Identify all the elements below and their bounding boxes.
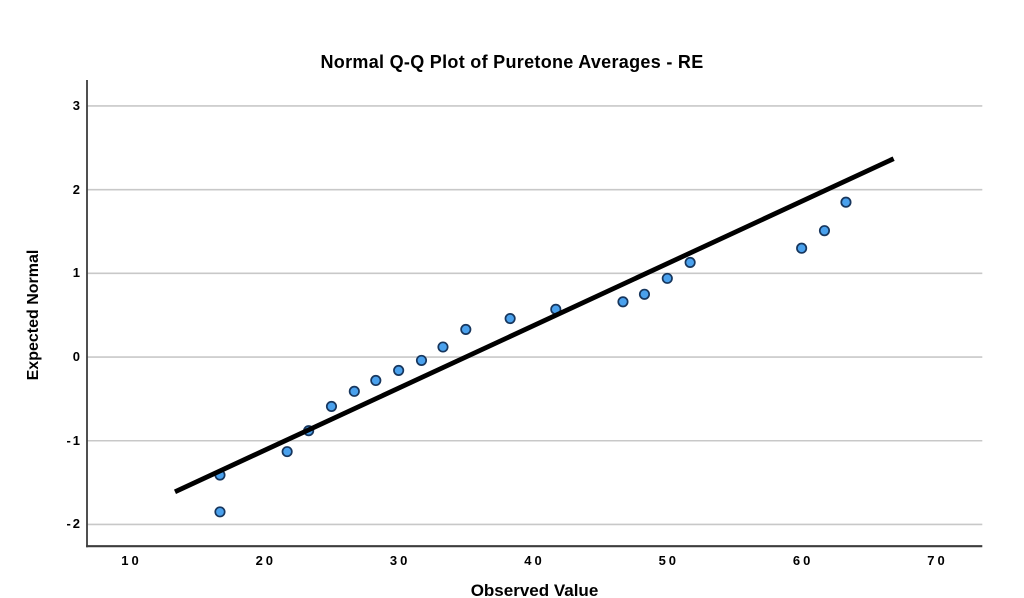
qq-point-7 (370, 374, 382, 387)
qq-point-6 (348, 385, 360, 397)
qq-point-15 (638, 288, 651, 300)
y-tick-label-1: 1 (72, 265, 82, 281)
x-tick-label-40: 40 (524, 553, 545, 568)
x-tick-label-20: 20 (255, 553, 277, 568)
x-tick-label-60: 60 (792, 553, 814, 568)
x-tick-label-30: 30 (389, 553, 411, 568)
y-tick-label--1: -1 (66, 432, 82, 448)
qq-point-9 (415, 354, 428, 366)
qq-point-3 (281, 446, 293, 458)
x-tick-label-50: 50 (658, 553, 680, 568)
qq-point-14 (617, 296, 629, 308)
qq-point-5 (325, 400, 338, 412)
qq-point-17 (684, 256, 696, 269)
qq-point-12 (504, 312, 516, 325)
qq-point-8 (393, 364, 405, 376)
qq-point-20 (840, 196, 852, 208)
y-tick-label-2: 2 (72, 181, 82, 197)
qq-point-19 (818, 225, 831, 237)
x-axis-title: Observed Value (470, 581, 599, 598)
chart-title: Normal Q-Q Plot of Puretone Averages - R… (320, 52, 704, 72)
y-tick-label--2: -2 (66, 516, 82, 532)
x-tick-label-70: 70 (927, 553, 948, 568)
normal-reference-line (173, 156, 895, 494)
y-tick-label-0: 0 (72, 349, 82, 365)
y-tick-label-3: 3 (72, 97, 82, 113)
qq-point-10 (437, 341, 449, 353)
qq-point-16 (661, 272, 673, 284)
qq-point-1 (214, 506, 226, 518)
qq-point-11 (460, 323, 472, 335)
x-tick-label-10: 10 (121, 553, 142, 568)
qq-point-18 (796, 242, 808, 254)
